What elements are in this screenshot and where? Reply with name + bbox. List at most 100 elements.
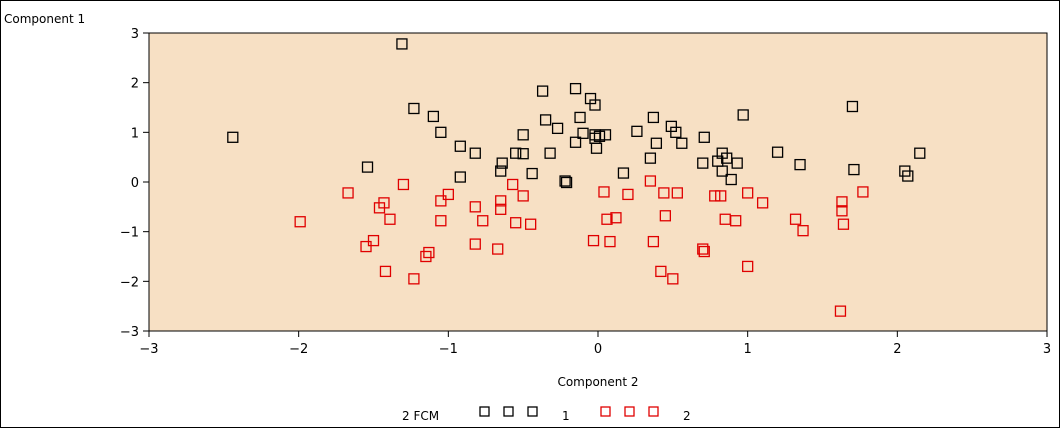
legend-title: 2 FCM (402, 409, 439, 423)
point-series-2 (601, 213, 613, 225)
point-series-2 (384, 213, 396, 225)
x-tick-label: 3 (1043, 342, 1051, 357)
point-series-2 (698, 245, 710, 258)
point-series-1 (631, 125, 643, 137)
point-series-2 (836, 196, 848, 208)
x-tick-label: −1 (439, 342, 458, 357)
x-tick-label: 1 (744, 342, 752, 357)
point-series-2 (644, 175, 657, 187)
y-tick-label: 0 (131, 176, 139, 191)
point-series-1 (737, 109, 749, 121)
point-series-1 (551, 122, 564, 135)
point-series-2 (730, 215, 742, 227)
x-tick-label: −3 (139, 342, 158, 357)
point-series-1 (536, 85, 549, 97)
point-series-1 (599, 129, 612, 141)
point-series-1 (590, 142, 603, 154)
point-series-1 (495, 165, 507, 177)
y-tick-label: −3 (120, 325, 139, 340)
point-series-1 (698, 131, 710, 143)
point-series-1 (771, 146, 784, 158)
legend-marker-2 (648, 406, 659, 417)
point-series-1 (569, 82, 582, 95)
point-series-1 (650, 137, 663, 149)
point-series-2 (360, 240, 372, 253)
point-series-1 (544, 147, 556, 159)
point-series-2 (408, 273, 420, 285)
x-tick-label: 0 (594, 342, 602, 357)
point-series-1 (647, 111, 660, 124)
point-series-1 (670, 126, 682, 138)
legend-marker-1 (503, 406, 514, 417)
point-series-2 (378, 197, 390, 209)
legend-marker-1 (479, 406, 490, 417)
point-series-2 (507, 178, 519, 191)
point-series-2 (797, 225, 809, 237)
point-series-2 (435, 215, 447, 227)
point-series-2 (709, 190, 721, 202)
axis-ticks (143, 32, 1048, 337)
data-points (227, 38, 926, 317)
point-series-2 (604, 235, 616, 248)
point-series-2 (517, 190, 529, 202)
point-series-1 (569, 136, 582, 148)
x-axis-title: Component 2 (557, 375, 638, 389)
y-tick-label: −2 (120, 275, 139, 290)
point-series-1 (794, 158, 806, 171)
point-series-1 (539, 114, 552, 126)
point-series-1 (454, 140, 466, 152)
y-tick-label: −1 (120, 226, 139, 241)
point-series-2 (420, 250, 432, 263)
legend: 2 FCM 1 2 (402, 406, 691, 423)
y-tick-label: 1 (131, 126, 139, 141)
y-tick-label: 2 (131, 77, 139, 92)
point-series-1 (846, 100, 859, 113)
point-series-1 (716, 165, 728, 177)
point-series-2 (836, 205, 848, 217)
x-tick-label: −2 (289, 342, 308, 357)
point-series-1 (517, 148, 529, 160)
point-series-2 (367, 234, 380, 247)
point-series-1 (559, 175, 571, 187)
legend-label-2: 2 (683, 409, 691, 423)
point-series-1 (914, 147, 926, 159)
point-series-1 (589, 99, 601, 111)
point-series-2 (610, 212, 622, 224)
point-series-2 (435, 195, 447, 207)
point-series-2 (342, 187, 354, 199)
point-series-2 (667, 273, 679, 285)
point-series-1 (361, 161, 374, 173)
point-series-2 (397, 178, 410, 191)
point-series-2 (658, 187, 670, 199)
point-series-2 (671, 187, 683, 199)
point-series-1 (848, 163, 860, 176)
point-series-1 (577, 127, 589, 139)
y-axis-title: Component 1 (4, 12, 85, 26)
point-series-1 (435, 126, 447, 138)
point-series-1 (526, 167, 538, 180)
point-series-1 (731, 157, 743, 169)
point-series-1 (593, 130, 606, 142)
point-series-2 (659, 210, 671, 222)
point-series-2 (837, 218, 850, 230)
point-series-1 (697, 157, 709, 169)
point-series-1 (517, 129, 529, 141)
point-series-2 (697, 243, 709, 255)
point-series-2 (477, 215, 489, 227)
point-series-1 (469, 147, 481, 159)
point-series-1 (454, 171, 466, 183)
point-series-2 (587, 234, 600, 247)
point-series-2 (442, 188, 454, 201)
point-series-1 (227, 131, 239, 143)
point-series-2 (598, 186, 610, 198)
legend-series-2-markers (600, 406, 659, 417)
plot-area (148, 32, 1048, 332)
point-series-1 (574, 111, 586, 124)
point-series-2 (742, 187, 754, 199)
point-series-1 (617, 167, 630, 179)
point-series-2 (469, 201, 481, 213)
point-series-2 (492, 243, 504, 255)
point-series-1 (510, 147, 522, 159)
point-series-2 (742, 260, 754, 273)
